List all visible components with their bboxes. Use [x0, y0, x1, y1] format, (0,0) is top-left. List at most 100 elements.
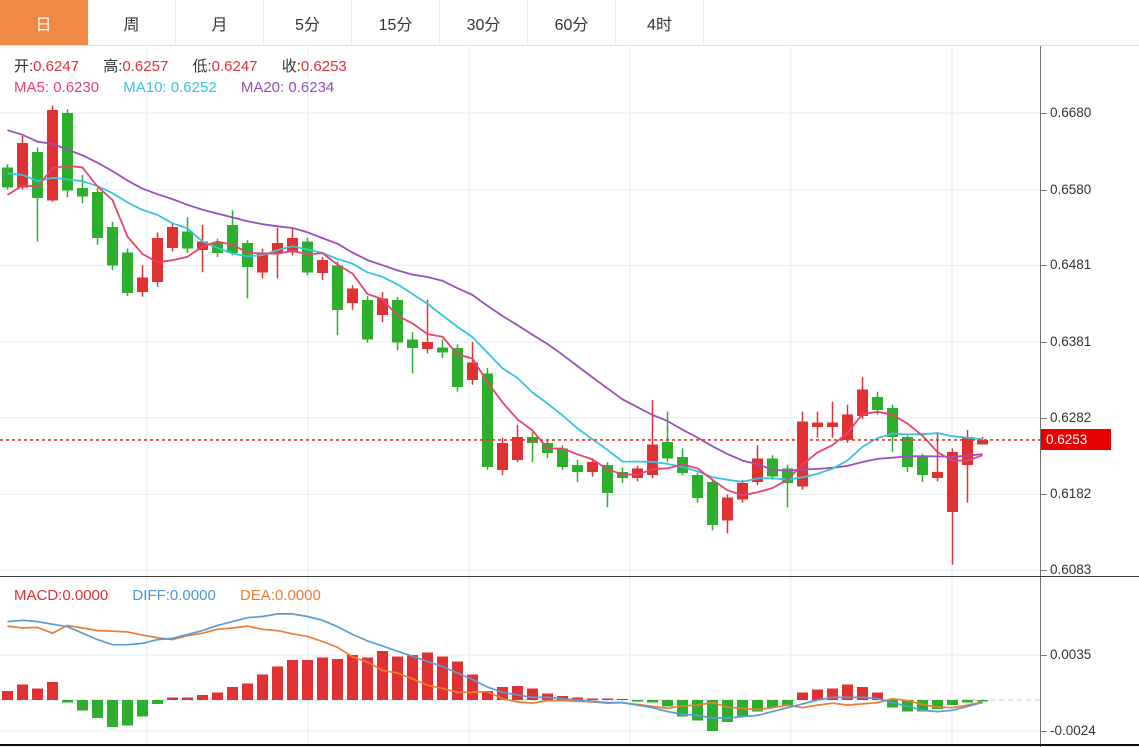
- high-value: 0.6257: [122, 58, 169, 75]
- tab-60分[interactable]: 60分: [528, 0, 616, 45]
- price-tick-0.6580: 0.6580: [1041, 180, 1091, 200]
- macd-panel[interactable]: [0, 577, 1040, 747]
- open-label: 开:: [14, 58, 34, 75]
- macd-bar: [137, 700, 148, 717]
- tab-5分[interactable]: 5分: [264, 0, 352, 45]
- candle-body: [422, 341, 433, 349]
- tab-4时[interactable]: 4时: [616, 0, 704, 45]
- tab-15分[interactable]: 15分: [352, 0, 440, 45]
- macd-bar: [887, 700, 898, 708]
- macd-bar: [587, 698, 598, 700]
- price-tick-0.6083: 0.6083: [1041, 560, 1091, 580]
- macd-bar: [437, 656, 448, 700]
- candle-body: [977, 439, 988, 445]
- macd-label: MACD:: [14, 587, 63, 604]
- macd-bar: [362, 657, 373, 700]
- macd-bar: [47, 682, 58, 700]
- macd-bar: [962, 700, 973, 703]
- macd-bar: [317, 657, 328, 700]
- candle-body: [122, 252, 133, 293]
- candle-body: [602, 465, 613, 493]
- macd-value: 0.0000: [62, 587, 109, 604]
- candle-body: [152, 237, 163, 283]
- candle-body: [647, 444, 658, 476]
- macd-bar: [407, 655, 418, 700]
- close-value: 0.6253: [300, 58, 347, 75]
- ma5-value: 0.6230: [53, 79, 100, 96]
- macd-bar: [842, 684, 853, 700]
- ma20-line: [7, 129, 983, 472]
- candle-body: [857, 389, 868, 417]
- current-price-badge: 0.6253: [1041, 429, 1111, 450]
- candle-body: [587, 462, 598, 473]
- candle-body: [107, 227, 118, 266]
- ma5-label: MA5:: [14, 79, 50, 96]
- macd-bar: [77, 700, 88, 711]
- macd-bar: [917, 700, 928, 712]
- macd-bar: [872, 692, 883, 700]
- candle-body: [332, 265, 343, 310]
- candle-body: [827, 422, 838, 427]
- candle-body: [572, 465, 583, 473]
- macd-bar: [752, 700, 763, 712]
- ma20-label: MA20:: [240, 79, 285, 96]
- macd-bar: [497, 687, 508, 700]
- candle-body: [377, 298, 388, 316]
- price-tick-0.6282: 0.6282: [1041, 408, 1091, 428]
- candle-body: [632, 468, 643, 479]
- macd-bar: [602, 698, 613, 700]
- macd-bar: [467, 674, 478, 700]
- macd-bar: [122, 700, 133, 726]
- ma20-value: 0.6234: [288, 79, 335, 96]
- tab-周[interactable]: 周: [88, 0, 176, 45]
- macd-bar: [422, 652, 433, 700]
- dea-label: DEA:: [239, 587, 275, 604]
- macd-bar: [227, 687, 238, 700]
- macd-bar: [932, 700, 943, 709]
- candle-body: [407, 339, 418, 349]
- candle-body: [527, 436, 538, 444]
- dea-value: 0.0000: [274, 587, 321, 604]
- candle-body: [77, 188, 88, 197]
- macd-bar: [107, 700, 118, 727]
- low-value: 0.6247: [211, 58, 258, 75]
- price-axis: 0.6680 0.6580 0.6481 0.6381 0.6282 0.6182 0.60…: [1040, 46, 1139, 747]
- macd-bar: [527, 688, 538, 700]
- tab-日[interactable]: 日: [0, 0, 88, 45]
- candle-body: [902, 436, 913, 467]
- candle-body: [362, 299, 373, 340]
- diff-value: 0.0000: [169, 587, 216, 604]
- candle-body: [47, 109, 58, 201]
- macd-bar: [647, 700, 658, 703]
- macd-bar: [167, 697, 178, 700]
- candle-body: [782, 468, 793, 483]
- candle-body: [302, 241, 313, 273]
- macd-tick--0.0024: -0.0024: [1041, 721, 1096, 741]
- candle-body: [62, 113, 73, 191]
- macd-bar: [812, 689, 823, 700]
- price-tick-0.6481: 0.6481: [1041, 255, 1091, 275]
- tab-30分[interactable]: 30分: [440, 0, 528, 45]
- candle-body: [767, 458, 778, 477]
- macd-bar: [197, 694, 208, 700]
- macd-bar: [347, 655, 358, 700]
- ma-legend: MA5: 0.6230 MA10: 0.6252 MA20: 0.6234: [14, 79, 354, 96]
- candle-body: [662, 442, 673, 459]
- macd-bar: [302, 660, 313, 700]
- macd-bar: [272, 666, 283, 700]
- macd-bar: [707, 700, 718, 731]
- macd-bar: [452, 661, 463, 700]
- open-value: 0.6247: [33, 58, 80, 75]
- macd-bar: [17, 684, 28, 700]
- candle-body: [707, 482, 718, 525]
- main-candlestick-chart[interactable]: [0, 47, 1040, 577]
- candle-body: [242, 243, 253, 267]
- panel-separator: [0, 576, 1139, 577]
- candle-body: [887, 407, 898, 437]
- tab-月[interactable]: 月: [176, 0, 264, 45]
- macd-bar: [662, 700, 673, 707]
- macd-bar: [977, 700, 988, 702]
- macd-bar: [152, 700, 163, 704]
- macd-legend: MACD:0.0000 DIFF:0.0000 DEA:0.0000: [14, 587, 341, 604]
